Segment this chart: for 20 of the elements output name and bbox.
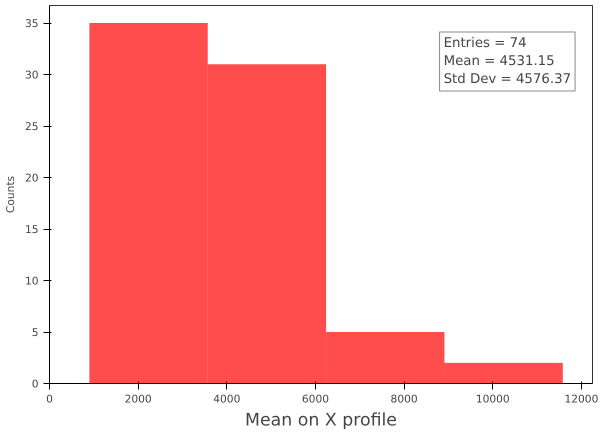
- annotation: Entries = 74: [444, 36, 527, 51]
- x-tick-label: 6000: [302, 392, 330, 406]
- y-tick-label: 5: [32, 326, 38, 339]
- y-tick-label: 35: [24, 17, 39, 30]
- annotation: Mean = 4531.15: [444, 54, 555, 69]
- y-axis-title: Counts: [4, 175, 17, 214]
- y-tick-label: 30: [24, 68, 39, 82]
- y-tick-label: 25: [24, 120, 39, 134]
- x-tick-label: 0: [46, 392, 54, 406]
- x-tick-label: 8000: [390, 392, 418, 406]
- x-tick-label: 4000: [213, 392, 241, 406]
- annotation: Std Dev = 4576.37: [444, 72, 572, 87]
- y-tick-label: 10: [24, 274, 39, 288]
- y-tick-label: 20: [24, 172, 39, 185]
- y-tick-label: 0: [32, 378, 39, 390]
- x-tick-label: 2000: [124, 392, 152, 406]
- y-tick-label: 15: [24, 223, 39, 236]
- x-axis-title: Mean on X profile: [245, 410, 397, 430]
- x-tick-label: 10000: [476, 392, 510, 406]
- x-tick-label: 12000: [564, 392, 599, 406]
